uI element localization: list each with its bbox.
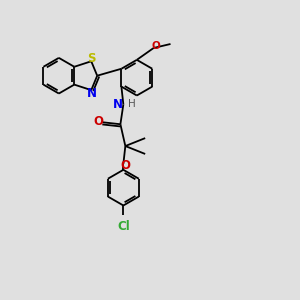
Text: S: S [87, 52, 95, 65]
Text: N: N [87, 87, 97, 100]
Text: O: O [120, 159, 130, 172]
Text: H: H [128, 99, 136, 110]
Text: O: O [151, 41, 160, 51]
Text: Cl: Cl [117, 220, 130, 233]
Text: N: N [112, 98, 122, 111]
Text: O: O [94, 115, 103, 128]
